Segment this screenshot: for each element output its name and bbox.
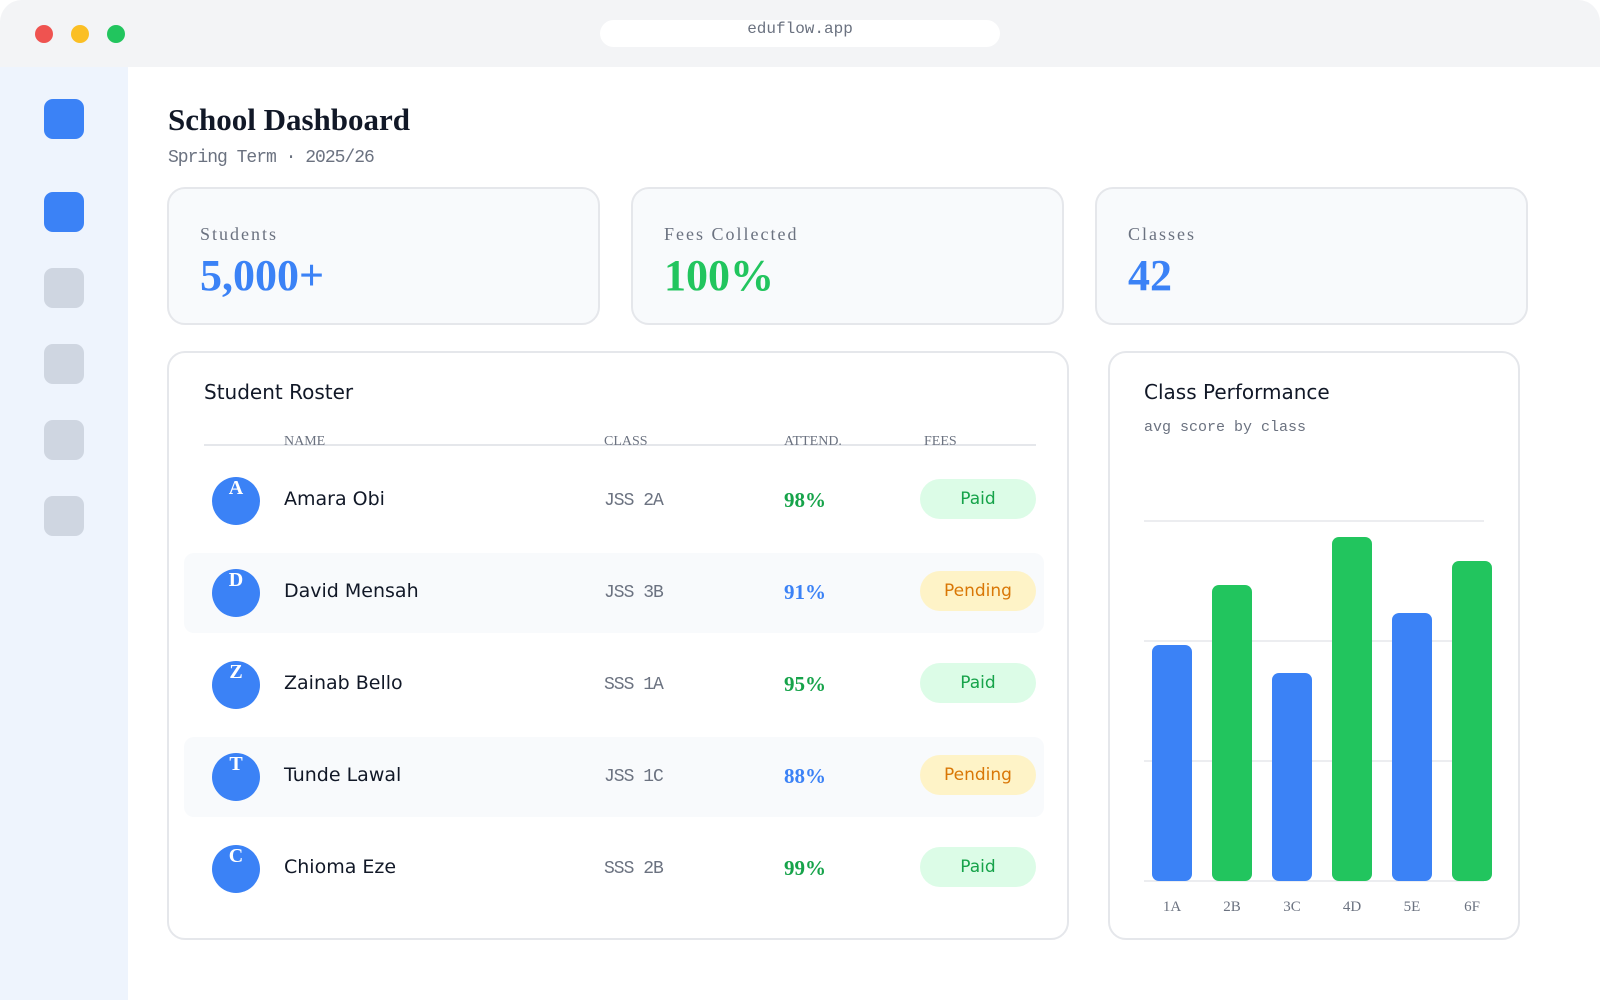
student-name[interactable]: Tunde Lawal [284, 764, 402, 786]
fees-badge: Pending [920, 755, 1036, 795]
fees-badge: Pending [920, 571, 1036, 611]
student-name[interactable]: Amara Obi [284, 488, 385, 510]
class: SSS 2B [604, 859, 664, 879]
logo [44, 99, 84, 139]
x-tick-label: 1A [1163, 899, 1182, 915]
avatar: D [212, 569, 260, 617]
bar [1332, 537, 1372, 881]
close-dot[interactable] [35, 25, 53, 43]
bar [1272, 673, 1312, 881]
student-name[interactable]: Zainab Bello [284, 672, 403, 694]
roster-panel [167, 351, 1069, 940]
stat-label: Classes [1128, 224, 1196, 244]
column-header: CLASS [604, 434, 648, 449]
roster-title: Student Roster [204, 380, 354, 404]
avatar: C [212, 845, 260, 893]
fees-badge: Paid [920, 847, 1036, 887]
student-name[interactable]: Chioma Eze [284, 856, 397, 878]
x-tick-label: 5E [1404, 899, 1421, 915]
class: JSS 3B [604, 583, 664, 603]
url-bar[interactable]: eduflow.app [600, 20, 1000, 47]
chart-title: Class Performance [1144, 380, 1330, 404]
attendance: 95% [784, 672, 826, 696]
column-header: FEES [924, 434, 957, 449]
attendance: 98% [784, 488, 826, 512]
stat-card [1095, 187, 1528, 325]
stat-value: 100% [664, 251, 774, 300]
bar-chart: 1A 2B 3C 4D 5E 6F [1144, 520, 1492, 915]
fees-badge: Paid [920, 479, 1036, 519]
page-title: School Dashboard [168, 102, 411, 137]
stat-label: Fees Collected [664, 224, 799, 244]
bar [1452, 561, 1492, 881]
header-rule [204, 444, 1036, 446]
avatar: T [212, 753, 260, 801]
row-bg [184, 553, 1044, 633]
nav-icon[interactable] [44, 420, 84, 460]
avatar: A [212, 477, 260, 525]
stat-value: 5,000+ [200, 251, 325, 300]
nav-icon[interactable] [44, 344, 84, 384]
stat-value: 42 [1128, 251, 1172, 300]
attendance: 99% [784, 856, 826, 880]
maximize-dot[interactable] [107, 25, 125, 43]
row-bg [184, 737, 1044, 817]
nav-icon[interactable] [44, 268, 84, 308]
bar [1212, 585, 1252, 881]
minimize-dot[interactable] [71, 25, 89, 43]
x-tick-label: 2B [1223, 899, 1241, 915]
bar [1392, 613, 1432, 881]
class: SSS 1A [604, 675, 664, 695]
attendance: 91% [784, 580, 826, 604]
page-subtitle: Spring Term · 2025/26 [168, 148, 375, 168]
chart-subtitle: avg score by class [1144, 419, 1307, 436]
avatar: Z [212, 661, 260, 709]
x-tick-label: 3C [1283, 899, 1301, 915]
x-tick-label: 4D [1343, 899, 1362, 915]
stat-card [167, 187, 600, 325]
column-header: NAME [284, 434, 326, 449]
nav-icon[interactable] [44, 192, 84, 232]
class: JSS 2A [604, 491, 664, 511]
bar [1152, 645, 1192, 881]
student-name[interactable]: David Mensah [284, 580, 419, 602]
x-tick-label: 6F [1464, 899, 1480, 915]
column-header: ATTEND. [784, 434, 842, 449]
class: JSS 1C [604, 767, 664, 787]
nav-icon[interactable] [44, 496, 84, 536]
attendance: 88% [784, 764, 826, 788]
stat-card [631, 187, 1064, 325]
fees-badge: Paid [920, 663, 1036, 703]
stat-label: Students [200, 224, 279, 244]
